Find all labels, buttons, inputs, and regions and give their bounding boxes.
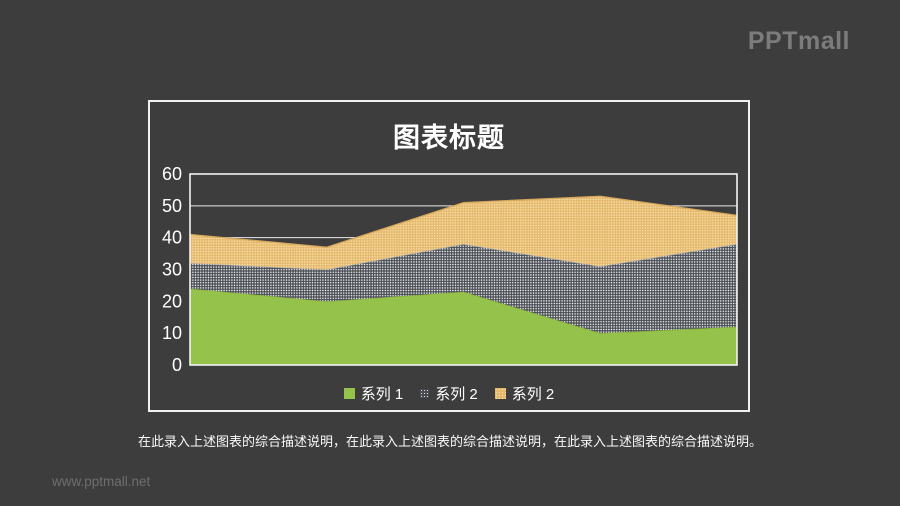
legend-label: 系列 1: [360, 385, 404, 403]
legend-swatch-green-icon: [343, 387, 355, 399]
area-series-1: [190, 288, 737, 365]
y-axis-tick-label: 0: [172, 355, 182, 375]
chart-legend: 系列 1 系列 2 系列 2: [150, 383, 748, 403]
legend-item-series1: 系列 1: [343, 383, 404, 404]
y-axis-tick-label: 60: [162, 164, 182, 184]
legend-item-series2: 系列 2: [420, 383, 478, 404]
legend-swatch-orange-dots-icon: [494, 387, 506, 399]
legend-item-series3: 系列 2: [494, 383, 555, 404]
watermark-url: www.pptmall.net: [52, 474, 151, 489]
stacked-area-chart: 0 10 20 30 40 50 60: [162, 164, 738, 375]
description-text: 在此录入上述图表的综合描述说明，在此录入上述图表的综合描述说明，在此录入上述图表…: [137, 434, 762, 449]
y-axis-tick-label: 10: [162, 323, 182, 343]
legend-swatch-gray-dots-icon: [420, 388, 430, 398]
chart-title: 图表标题: [393, 123, 505, 153]
chart-frame[interactable]: 图表标题 0 10 20 30 40 50 60 系列 1 系列 2 系列 2: [148, 100, 750, 412]
area-series-3: [190, 196, 737, 270]
y-axis-tick-label: 20: [162, 291, 182, 311]
y-axis-tick-label: 40: [162, 228, 182, 248]
legend-label: 系列 2: [511, 385, 555, 403]
legend-label: 系列 2: [435, 385, 478, 403]
y-axis-tick-label: 50: [162, 196, 182, 216]
plot-area-border: [189, 173, 738, 366]
area-top-edge-series-3: [189, 195, 738, 248]
y-axis-tick-label: 30: [162, 260, 182, 280]
pptmall-logo: PPTmall: [747, 27, 850, 55]
